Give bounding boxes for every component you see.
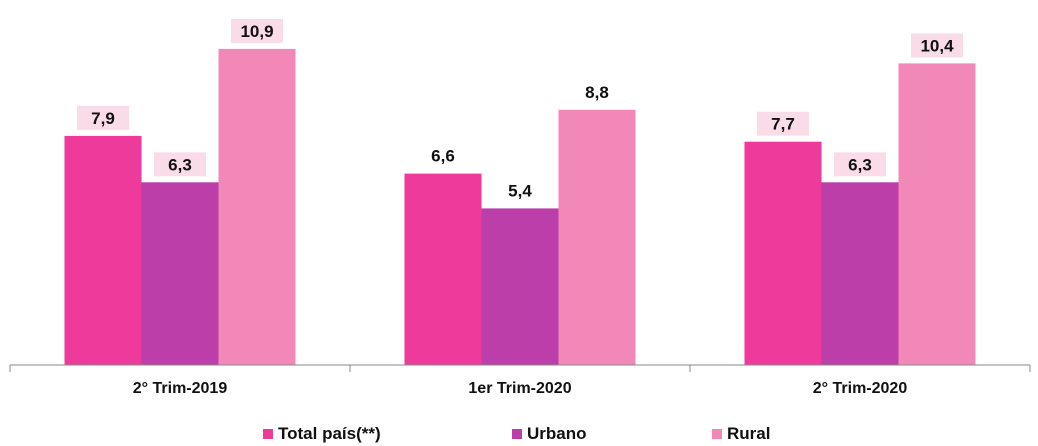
value-label-highlight <box>231 18 283 43</box>
value-label: 6,6 <box>431 147 455 166</box>
bar-total-pa-s--1 <box>64 135 142 365</box>
x-axis <box>9 364 1031 372</box>
bar-total-pa-s--3 <box>744 141 822 365</box>
value-label: 10,9 <box>240 22 273 41</box>
x-tick-label: 2° Trim-2019 <box>133 380 228 397</box>
value-label-highlight <box>834 152 886 177</box>
value-labels-group: 7,9 6,3 10,9 6,6 5,4 8,8 7,7 6,3 10,4 <box>77 18 963 200</box>
bar-rural-3 <box>898 63 976 366</box>
x-tick-label: 1er Trim-2020 <box>468 380 571 397</box>
bar-urbano-3 <box>821 182 899 365</box>
value-label: 6,3 <box>848 155 872 174</box>
value-label-highlight <box>911 33 963 58</box>
x-tick-label: 2° Trim-2020 <box>813 380 908 397</box>
value-label-highlight <box>77 105 129 130</box>
value-label: 6,3 <box>168 155 192 174</box>
value-label: 7,9 <box>91 109 115 128</box>
value-label-highlight <box>154 152 206 177</box>
bar-urbano-2 <box>481 208 559 365</box>
legend-swatch <box>263 429 273 439</box>
value-label: 10,4 <box>920 36 954 55</box>
bar-rural-1 <box>218 48 296 366</box>
legend-swatch <box>712 429 722 439</box>
legend-label: Rural <box>727 424 770 443</box>
value-label: 5,4 <box>508 181 532 200</box>
bar-urbano-1 <box>141 182 219 365</box>
bars-group <box>64 48 976 366</box>
x-tick-labels: 2° Trim-2019 1er Trim-2020 2° Trim-2020 <box>133 380 908 397</box>
legend-swatch <box>512 429 522 439</box>
bar-rural-2 <box>558 109 636 365</box>
legend: Total país(**) Urbano Rural <box>263 424 770 443</box>
legend-label: Total país(**) <box>278 424 381 443</box>
value-label-highlight <box>757 111 809 136</box>
legend-label: Urbano <box>527 424 587 443</box>
value-label: 7,7 <box>771 115 795 134</box>
value-label: 8,8 <box>585 83 609 102</box>
bar-total-pa-s--2 <box>404 173 482 365</box>
